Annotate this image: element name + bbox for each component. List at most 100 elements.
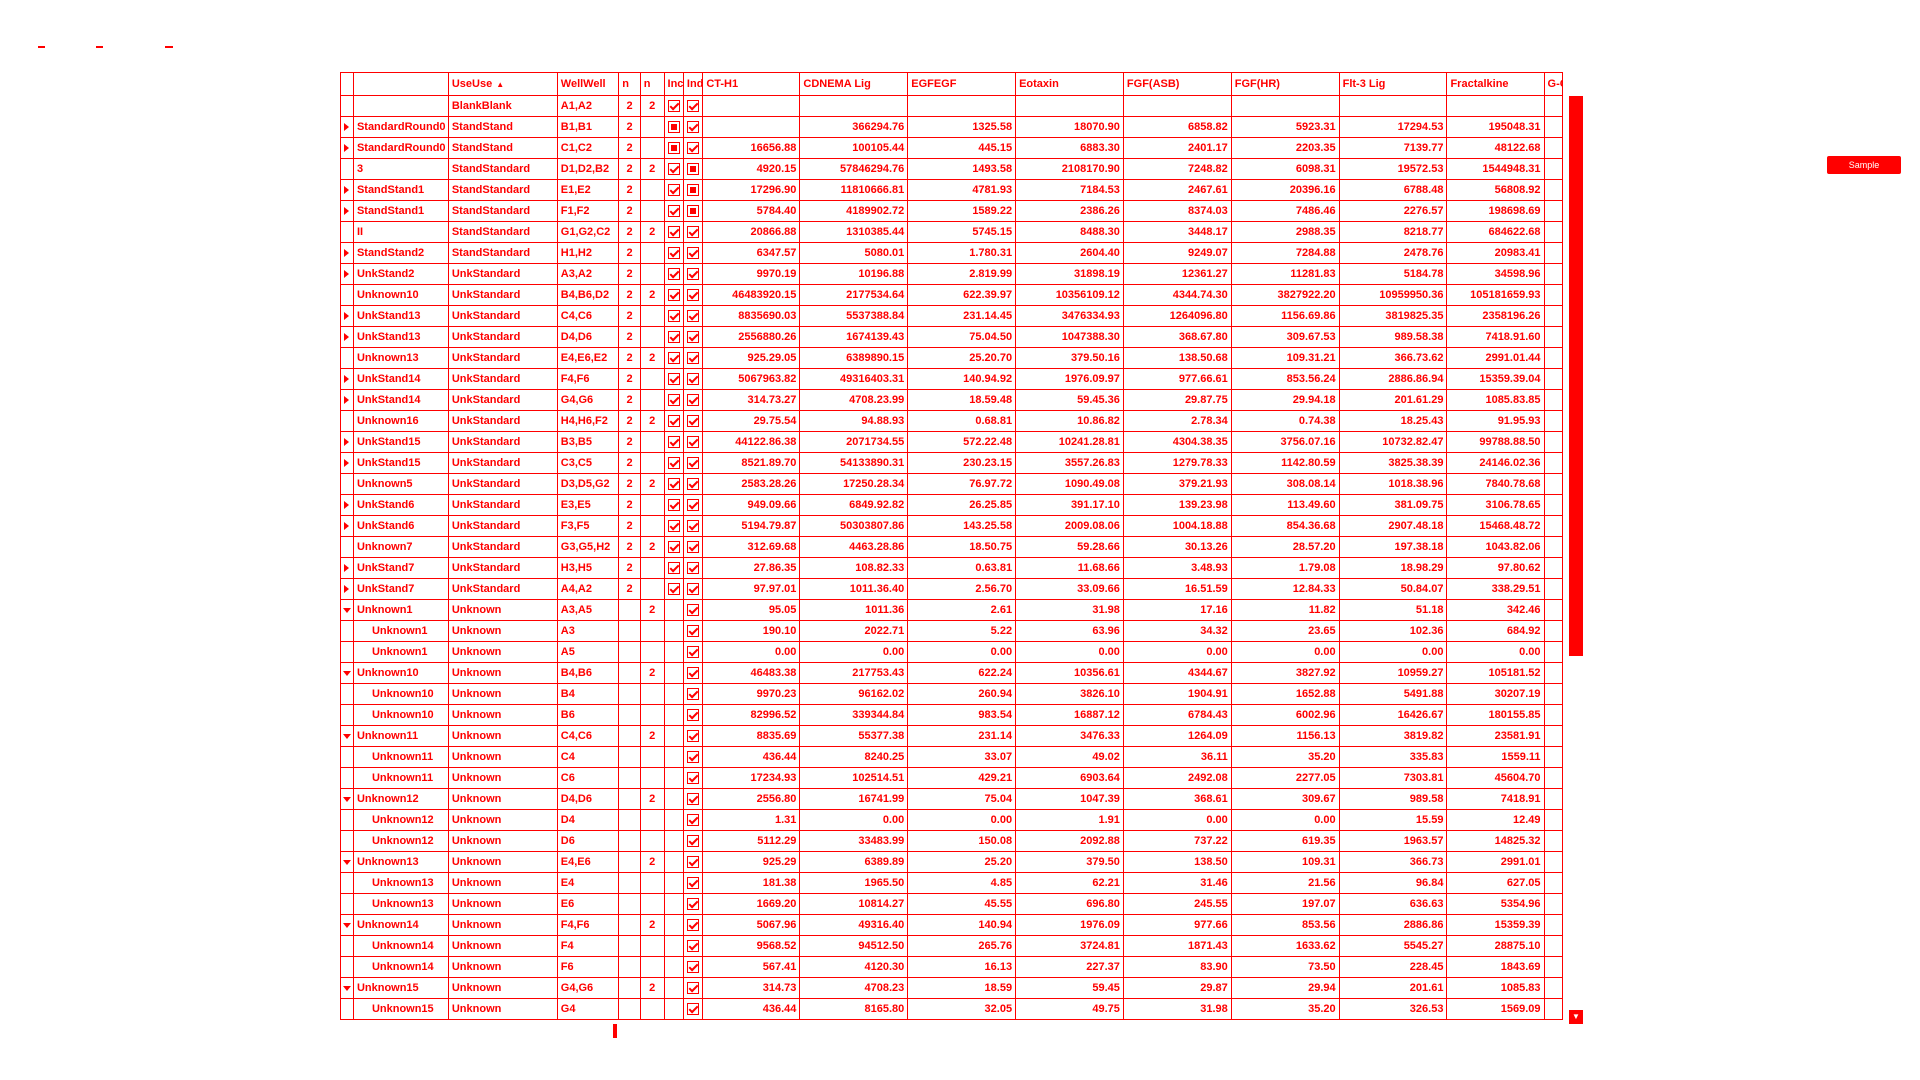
cell-include[interactable] [663, 809, 684, 831]
column-header-n[interactable]: n [618, 72, 641, 96]
individual-checkbox[interactable] [687, 540, 700, 553]
individual-checkbox[interactable] [687, 603, 700, 616]
cell-individual[interactable] [682, 746, 704, 768]
cell-include[interactable] [663, 368, 684, 390]
cell-individual[interactable] [682, 494, 704, 516]
individual-checkbox[interactable] [687, 183, 700, 196]
cell-include[interactable] [663, 788, 684, 810]
scrollbar-thumb[interactable] [1569, 96, 1583, 656]
row-expander[interactable] [340, 137, 354, 159]
horizontal-scroll-marker[interactable] [613, 1024, 617, 1038]
include-checkbox[interactable] [667, 498, 680, 511]
column-header[interactable] [352, 72, 449, 96]
individual-checkbox[interactable] [687, 498, 700, 511]
column-header-well[interactable]: WellWell [556, 72, 620, 96]
individual-checkbox[interactable] [687, 414, 700, 427]
cell-individual[interactable] [682, 263, 704, 285]
cell-include[interactable] [663, 221, 684, 243]
cell-include[interactable] [663, 998, 684, 1020]
window-control-3[interactable] [165, 46, 173, 48]
individual-checkbox[interactable] [687, 288, 700, 301]
cell-include[interactable] [663, 830, 684, 852]
table-row[interactable]: UnkStand14 UnkStandard F4,F6 2 5067963.82 493… [340, 368, 1564, 390]
individual-checkbox[interactable] [687, 246, 700, 259]
cell-include[interactable] [663, 725, 684, 747]
cell-individual[interactable] [682, 536, 704, 558]
cell-individual[interactable] [682, 725, 704, 747]
row-expander[interactable] [340, 305, 354, 327]
individual-checkbox[interactable] [687, 939, 700, 952]
row-expander[interactable] [340, 578, 354, 600]
individual-checkbox[interactable] [687, 330, 700, 343]
table-row[interactable]: Unknown5 UnkStandard D3,D5,G2 2 2 2583.28.26 1… [340, 473, 1564, 495]
row-expander[interactable] [340, 788, 354, 810]
cell-individual[interactable] [682, 431, 704, 453]
cell-individual[interactable] [682, 515, 704, 537]
table-row[interactable]: Unknown14 Unknown F6 567.41 4120.30 16.13 227.… [340, 956, 1564, 978]
row-expander[interactable] [340, 242, 354, 264]
row-expander[interactable] [340, 851, 354, 873]
include-checkbox[interactable] [667, 120, 680, 133]
collapse-arrow-icon[interactable] [342, 859, 351, 865]
include-checkbox[interactable] [667, 414, 680, 427]
cell-individual[interactable] [682, 242, 704, 264]
cell-include[interactable] [663, 494, 684, 516]
cell-include[interactable] [663, 914, 684, 936]
row-expander[interactable] [340, 200, 354, 222]
include-checkbox[interactable] [667, 582, 680, 595]
cell-include[interactable] [663, 662, 684, 684]
vertical-scrollbar[interactable]: ▼ [1569, 96, 1583, 1024]
table-row[interactable]: Unknown13 Unknown E4 181.38 1965.50 4.85 62.21… [340, 872, 1564, 894]
row-expander[interactable] [340, 599, 354, 621]
cell-include[interactable] [663, 347, 684, 369]
cell-include[interactable] [663, 893, 684, 915]
cell-include[interactable] [663, 641, 684, 663]
column-header-fgf-asb[interactable]: FGF(ASB) [1122, 72, 1232, 96]
cell-individual[interactable] [682, 998, 704, 1020]
individual-checkbox[interactable] [687, 582, 700, 595]
row-expander[interactable] [340, 179, 354, 201]
column-header-fgf-hr[interactable]: FGF(HR) [1230, 72, 1340, 96]
cell-individual[interactable] [682, 389, 704, 411]
cell-individual[interactable] [682, 368, 704, 390]
column-header-fractalkine[interactable]: Fractalkine [1446, 72, 1545, 96]
table-row[interactable]: Unknown12 Unknown D4,D6 2 2556.80 16741.99 75.… [340, 788, 1564, 810]
cell-include[interactable] [663, 179, 684, 201]
cell-individual[interactable] [682, 704, 704, 726]
table-row[interactable]: StandStand2 StandStandard H1,H2 2 6347.57 508… [340, 242, 1564, 264]
include-checkbox[interactable] [667, 183, 680, 196]
include-checkbox[interactable] [667, 162, 680, 175]
cell-individual[interactable] [682, 641, 704, 663]
row-expander[interactable] [340, 662, 354, 684]
cell-individual[interactable] [682, 956, 704, 978]
individual-checkbox[interactable] [687, 456, 700, 469]
cell-individual[interactable] [682, 872, 704, 894]
table-row[interactable]: Unknown14 Unknown F4 9568.52 94512.50 265.76 3… [340, 935, 1564, 957]
include-checkbox[interactable] [667, 372, 680, 385]
column-header-include[interactable]: Inc [663, 72, 684, 96]
column-header-use[interactable]: UseUse ▲ [447, 72, 558, 96]
column-header-egf[interactable]: EGFEGF [907, 72, 1017, 96]
row-expander[interactable] [340, 557, 354, 579]
expand-arrow-icon[interactable] [344, 438, 350, 447]
cell-include[interactable] [663, 620, 684, 642]
collapse-arrow-icon[interactable] [342, 607, 351, 613]
expand-arrow-icon[interactable] [344, 585, 350, 594]
expand-arrow-icon[interactable] [344, 375, 350, 384]
individual-checkbox[interactable] [687, 729, 700, 742]
individual-checkbox[interactable] [687, 435, 700, 448]
cell-include[interactable] [663, 578, 684, 600]
row-expander[interactable] [340, 515, 354, 537]
cell-include[interactable] [663, 158, 684, 180]
cell-include[interactable] [663, 935, 684, 957]
expand-arrow-icon[interactable] [344, 522, 350, 531]
cell-individual[interactable] [682, 284, 704, 306]
individual-checkbox[interactable] [687, 1002, 700, 1015]
individual-checkbox[interactable] [687, 561, 700, 574]
table-row[interactable]: Unknown13 Unknown E6 1669.20 10814.27 45.55 69… [340, 893, 1564, 915]
table-row[interactable]: Unknown16 UnkStandard H4,H6,F2 2 2 29.75.54 94… [340, 410, 1564, 432]
individual-checkbox[interactable] [687, 708, 700, 721]
cell-individual[interactable] [682, 473, 704, 495]
include-checkbox[interactable] [667, 141, 680, 154]
cell-include[interactable] [663, 389, 684, 411]
